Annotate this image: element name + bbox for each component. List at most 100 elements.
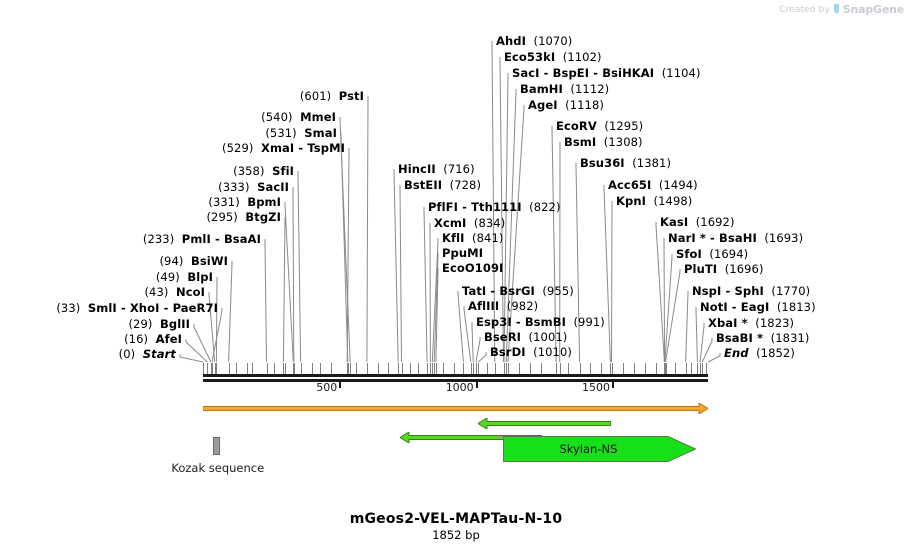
restriction-site-tick	[478, 363, 480, 374]
enzyme-position: (601)	[299, 89, 339, 103]
restriction-site-tick	[435, 363, 437, 374]
enzyme-name: BseRI	[484, 330, 522, 344]
plasmid-length: 1852 bp	[432, 528, 480, 542]
restriction-site-tick	[347, 363, 349, 374]
enzyme-name: XcmI	[434, 216, 467, 230]
enzyme-label-mmei[interactable]: (540) MmeI	[261, 111, 336, 123]
enzyme-label-xcmi[interactable]: XcmI (834)	[434, 217, 505, 229]
feature-arrow-shape	[502, 436, 697, 462]
enzyme-name: MmeI	[300, 110, 336, 124]
enzyme-label-agei[interactable]: AgeI (1118)	[528, 99, 604, 111]
enzyme-label-psti[interactable]: (601) PstI	[300, 90, 364, 102]
enzyme-position: (16)	[124, 332, 156, 346]
restriction-site-tick	[611, 363, 613, 374]
restriction-site-tick	[674, 363, 676, 374]
enzyme-label-bamhi[interactable]: BamHI (1112)	[520, 83, 609, 95]
enzyme-position: (1831)	[763, 331, 810, 345]
feature-green-arrow-1[interactable]	[477, 414, 612, 430]
enzyme-label-bsu36i[interactable]: Bsu36I (1381)	[580, 157, 671, 169]
enzyme-label-bsiwi[interactable]: (94) BsiWI	[159, 255, 228, 267]
enzyme-label-ecorv[interactable]: EcoRV (1295)	[556, 120, 643, 132]
enzyme-label-ahdi[interactable]: AhdI (1070)	[496, 35, 572, 47]
enzyme-label-nari[interactable]: NarI * - BsaHI (1693)	[668, 232, 803, 244]
restriction-site-tick	[476, 363, 477, 374]
restriction-site-tick	[347, 363, 349, 374]
enzyme-label-afei[interactable]: (16) AfeI	[124, 333, 182, 345]
kozak-sequence-marker[interactable]	[212, 437, 220, 455]
enzyme-name: PstI	[338, 89, 364, 103]
enzyme-name: SmlI	[87, 301, 117, 315]
enzyme-position: (49)	[155, 270, 188, 284]
restriction-site-tick	[706, 363, 708, 374]
enzyme-label-hincii[interactable]: HincII (716)	[398, 163, 475, 175]
enzyme-name: AgeI	[528, 98, 558, 112]
enzyme-label-kfli[interactable]: KflI (841)	[442, 232, 503, 244]
enzyme-label-bsrdi[interactable]: BsrDI (1010)	[490, 346, 572, 358]
enzyme-label-sfoi[interactable]: SfoI (1694)	[676, 248, 748, 260]
restriction-site-tick	[697, 363, 699, 374]
enzyme-label-blpi[interactable]: (49) BlpI	[156, 271, 213, 283]
leader-line	[664, 254, 673, 363]
leader-line	[575, 163, 581, 363]
enzyme-label-acc65i[interactable]: Acc65I (1494)	[608, 179, 698, 191]
enzyme-separator: -	[539, 66, 553, 80]
enzyme-position: (29)	[128, 317, 160, 331]
enzyme-name: BsiWI	[190, 254, 228, 268]
enzyme-label-bseri[interactable]: BseRI (1001)	[484, 331, 567, 343]
enzyme-position: (358)	[233, 164, 273, 178]
enzyme-label-kpni[interactable]: KpnI (1498)	[616, 195, 692, 207]
enzyme-label-end[interactable]: End (1852)	[724, 347, 795, 359]
restriction-site-tick	[252, 363, 254, 374]
enzyme-label-bsmi[interactable]: BsmI (1308)	[564, 136, 643, 148]
enzyme-label-sacii[interactable]: (333) SacII	[218, 181, 289, 193]
restriction-site-tick	[556, 363, 558, 374]
enzyme-position: (1692)	[688, 215, 735, 229]
enzyme-label-bglii[interactable]: (29) BglII	[128, 318, 190, 330]
enzyme-name: Acc65I	[608, 178, 652, 192]
enzyme-label-ecoo109i[interactable]: EcoO109I	[442, 262, 503, 274]
enzyme-position: (716)	[435, 162, 475, 176]
enzyme-label-esp3i[interactable]: Esp3I - BsmBI (991)	[476, 316, 605, 328]
leader-line	[346, 148, 350, 363]
enzyme-label-afliii[interactable]: AflIII (982)	[468, 300, 538, 312]
enzyme-label-bpmi[interactable]: (331) BpmI	[208, 196, 281, 208]
leader-line	[665, 269, 681, 363]
enzyme-label-nspi[interactable]: NspI - SphI (1770)	[692, 285, 810, 297]
enzyme-label-ppumi[interactable]: PpuMI	[442, 247, 483, 259]
leader-line	[228, 261, 233, 363]
enzyme-label-xbai[interactable]: XbaI * (1823)	[708, 317, 794, 329]
enzyme-label-xmai[interactable]: (529) XmaI - TspMI	[222, 142, 345, 154]
enzyme-label-pflfi[interactable]: PflFI - Tth111I (822)	[428, 201, 561, 213]
enzyme-label-smli[interactable]: (33) SmlI - XhoI - PaeR7I	[56, 302, 218, 314]
feature-backbone-orange[interactable]	[202, 399, 709, 415]
page-title: mGeos2-VEL-MAPTau-N-10	[349, 511, 563, 527]
enzyme-label-start[interactable]: (0) Start	[119, 348, 176, 360]
leader-line	[475, 337, 481, 363]
restriction-site-tick	[355, 363, 357, 374]
enzyme-separator: -	[486, 284, 500, 298]
restriction-site-tick	[214, 363, 216, 374]
enzyme-label-pmli[interactable]: (233) PmlI - BsaAI	[143, 233, 261, 245]
enzyme-label-bstei[interactable]: BstEII (728)	[404, 179, 481, 191]
enzyme-label-ncoi[interactable]: (43) NcoI	[144, 286, 205, 298]
leader-line	[551, 126, 557, 363]
enzyme-label-sfii[interactable]: (358) SfiI	[233, 165, 294, 177]
enzyme-position: (233)	[142, 232, 182, 246]
feature-skylan-ns[interactable]: Skylan-NS	[502, 436, 697, 462]
restriction-site-tick	[463, 363, 465, 374]
restriction-site-tick	[432, 363, 434, 374]
enzyme-label-noti[interactable]: NotI - EagI (1813)	[700, 301, 816, 313]
enzyme-label-smai[interactable]: (531) SmaI	[265, 127, 337, 139]
enzyme-label-tati[interactable]: TatI - BsrGI (955)	[462, 285, 574, 297]
enzyme-name: BsiHKAI	[602, 66, 655, 80]
enzyme-name: BsaAI	[223, 232, 261, 246]
enzyme-label-pluti[interactable]: PluTI (1696)	[684, 263, 764, 275]
enzyme-label-eco53ki[interactable]: Eco53kI (1102)	[504, 51, 602, 63]
enzyme-label-saci[interactable]: SacI - BspEI - BsiHKAI (1104)	[512, 67, 701, 79]
enzyme-label-bsabi[interactable]: BsaBI * (1831)	[716, 332, 810, 344]
enzyme-name: HincII	[398, 162, 436, 176]
enzyme-position: (1010)	[525, 345, 572, 359]
enzyme-label-kasi[interactable]: KasI (1692)	[660, 216, 735, 228]
enzyme-label-btgzi[interactable]: (295) BtgZI	[206, 211, 281, 223]
enzyme-position: (1696)	[717, 262, 764, 276]
